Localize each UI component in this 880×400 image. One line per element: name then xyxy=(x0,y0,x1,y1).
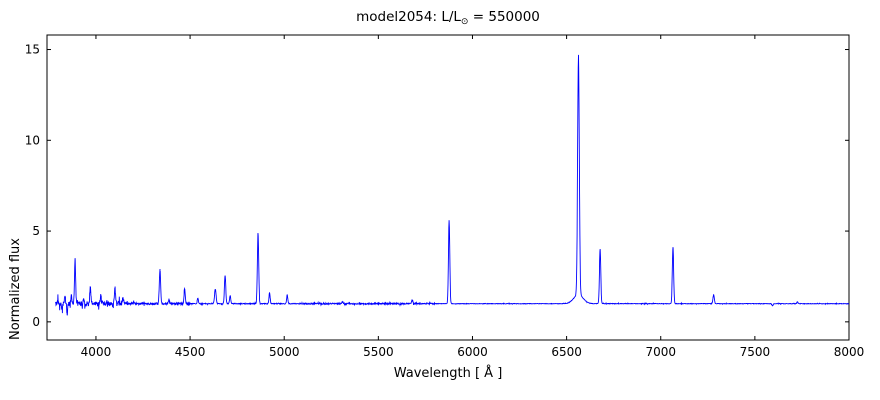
y-tick-label: 10 xyxy=(25,133,40,147)
x-axis-label: Wavelength [ Å ] xyxy=(393,366,503,381)
x-tick-label: 5000 xyxy=(269,345,300,359)
y-tick-label: 5 xyxy=(32,224,40,238)
plot-title: model2054: L/L⊙ = 550000 xyxy=(47,9,849,27)
x-tick-label: 4000 xyxy=(81,345,112,359)
spectrum-line xyxy=(55,54,850,316)
y-tick-label: 15 xyxy=(25,43,40,57)
x-tick-label: 4500 xyxy=(175,345,206,359)
x-tick-label: 5500 xyxy=(363,345,394,359)
x-tick-label: 8000 xyxy=(834,345,865,359)
x-tick-label: 6000 xyxy=(457,345,488,359)
plot-title-prefix: model2054: L/L xyxy=(356,9,461,25)
x-tick-label: 7500 xyxy=(740,345,771,359)
y-tick-label: 0 xyxy=(32,315,40,329)
plot-title-suffix: = 550000 xyxy=(468,9,540,25)
x-tick-label: 6500 xyxy=(551,345,582,359)
sun-symbol: ⊙ xyxy=(460,17,469,27)
plot-frame xyxy=(46,34,850,341)
y-axis-label: Normalized flux xyxy=(8,238,23,340)
x-tick-label: 7000 xyxy=(645,345,676,359)
